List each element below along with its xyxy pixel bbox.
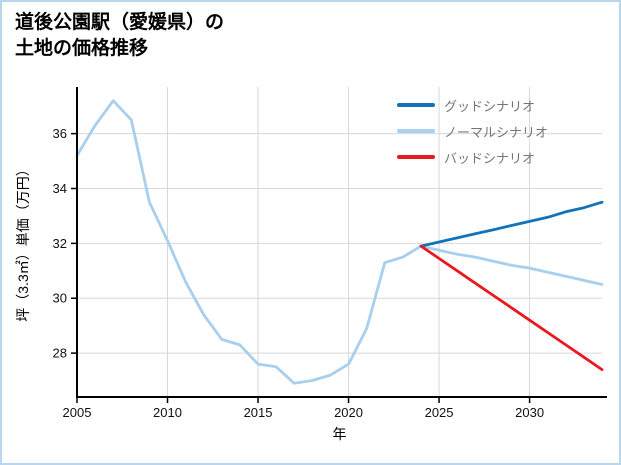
y-axis-label: 坪（3.3㎡）単価（万円） <box>15 162 31 322</box>
x-tick-label: 2025 <box>425 405 454 420</box>
legend-label-bad: バッドシナリオ <box>444 150 536 166</box>
y-tick-label: 28 <box>53 346 67 361</box>
legend-label-good: グッドシナリオ <box>444 98 536 114</box>
series-line-bad <box>419 244 604 372</box>
y-tick-label: 32 <box>53 236 67 251</box>
chart-title: 道後公園駅（愛媛県）の 土地の価格推移 <box>15 10 224 61</box>
x-tick-label: 2020 <box>334 405 363 420</box>
legend: グッドシナリオ ノーマルシナリオ バッドシナリオ <box>397 92 548 170</box>
legend-item-normal: ノーマルシナリオ <box>397 118 548 144</box>
legend-swatch-good <box>397 103 435 107</box>
x-tick-label: 2005 <box>63 405 92 420</box>
legend-label-normal: ノーマルシナリオ <box>444 124 549 140</box>
chart-title-line-1: 道後公園駅（愛媛県）の <box>15 12 225 33</box>
legend-swatch-normal <box>397 129 435 133</box>
x-axis-label: 年 <box>332 426 347 442</box>
legend-swatch-bad <box>397 155 435 159</box>
x-tick-label: 2030 <box>515 405 544 420</box>
series-line-good <box>419 200 604 248</box>
legend-item-good: グッドシナリオ <box>397 92 548 118</box>
series-line-normal <box>75 99 604 385</box>
chart-title-line-2: 土地の価格推移 <box>15 37 149 59</box>
x-tick-label: 2010 <box>153 405 182 420</box>
y-tick-label: 36 <box>53 126 67 141</box>
legend-item-bad: バッドシナリオ <box>397 144 548 170</box>
y-tick-label: 34 <box>53 181 67 196</box>
x-tick-label: 2015 <box>244 405 273 420</box>
y-tick-label: 30 <box>53 291 67 306</box>
